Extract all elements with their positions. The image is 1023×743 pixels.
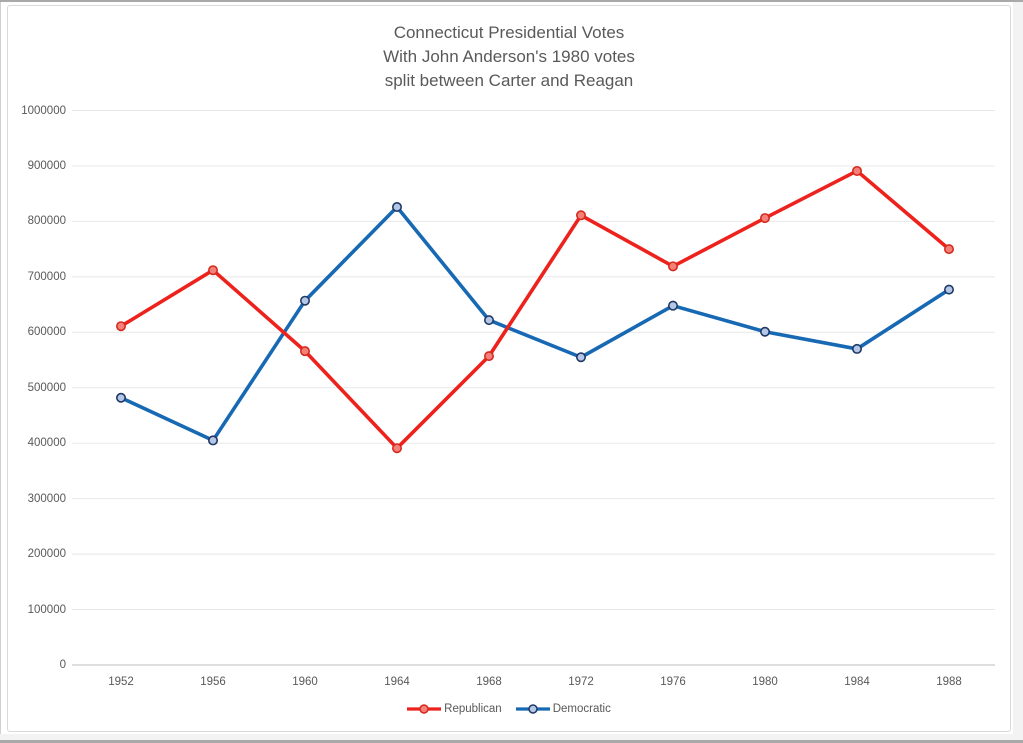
y-tick-label: 300000	[27, 492, 66, 505]
chart-title-line-3: split between Carter and Reagan	[384, 71, 634, 90]
data-point-marker-republican	[575, 210, 586, 221]
y-tick-label: 700000	[27, 270, 66, 283]
y-tick-label: 500000	[27, 381, 66, 394]
legend: Republican Democratic	[7, 703, 1011, 715]
data-point-marker-democratic	[759, 326, 770, 337]
x-tick-label: 1968	[476, 676, 502, 688]
y-tick-label: 200000	[27, 548, 66, 561]
data-point-marker-democratic	[391, 201, 402, 212]
y-tick-label: 1000000	[21, 104, 66, 117]
x-tick-label: 1956	[200, 676, 226, 688]
data-point-marker-republican	[391, 443, 402, 454]
chart-title: Connecticut Presidential Votes With John…	[8, 21, 1010, 93]
x-tick-label: 1980	[752, 676, 778, 688]
data-point-marker-democratic	[575, 352, 586, 363]
data-point-marker-republican	[943, 244, 954, 255]
data-point-marker-republican	[759, 213, 770, 224]
data-point-marker-republican	[208, 265, 219, 276]
series-line-democratic	[119, 205, 951, 443]
data-point-marker-republican	[851, 165, 862, 176]
window-left-edge	[0, 2, 1, 740]
legend-line-marker-icon	[515, 704, 550, 714]
window-bottom-edge	[0, 740, 1023, 743]
x-tick-label: 1976	[660, 676, 686, 688]
data-point-marker-republican	[299, 346, 310, 357]
chart-title-line-1: Connecticut Presidential Votes	[393, 23, 625, 42]
y-tick-label: 900000	[27, 159, 66, 172]
y-tick-label: 400000	[27, 437, 66, 450]
x-tick-label: 1960	[292, 676, 318, 688]
series-line-republican	[119, 169, 951, 450]
data-point-marker-democratic	[943, 284, 954, 295]
data-point-marker-democratic	[483, 315, 494, 326]
legend-item-republican: Republican	[407, 703, 502, 715]
data-point-marker-republican	[116, 321, 127, 332]
x-tick-label: 1952	[108, 676, 134, 688]
data-point-marker-democratic	[299, 295, 310, 306]
y-tick-label: 0	[59, 659, 66, 671]
data-point-marker-republican	[667, 261, 678, 272]
data-point-marker-democratic	[116, 392, 127, 403]
data-point-marker-democratic	[208, 435, 219, 446]
legend-label: Democratic	[552, 703, 611, 715]
page-right-margin	[1013, 2, 1023, 740]
x-tick-label: 1964	[384, 676, 410, 688]
data-point-marker-democratic	[667, 300, 678, 311]
y-tick-label: 600000	[27, 326, 66, 339]
legend-line-marker-icon	[407, 704, 442, 714]
data-point-marker-democratic	[851, 343, 862, 354]
window-top-edge	[0, 0, 1023, 2]
data-point-marker-republican	[483, 351, 494, 362]
x-tick-label: 1984	[844, 676, 870, 688]
legend-label: Republican	[444, 703, 502, 715]
x-tick-label: 1972	[568, 676, 594, 688]
legend-item-democratic: Democratic	[515, 703, 611, 715]
x-tick-label: 1988	[936, 676, 962, 688]
y-tick-label: 800000	[27, 215, 66, 228]
page-bottom-margin	[0, 734, 1023, 740]
chart-card[interactable]: Connecticut Presidential Votes With John…	[7, 5, 1011, 732]
chart-title-line-2: With John Anderson's 1980 votes	[383, 47, 635, 66]
y-tick-label: 100000	[27, 603, 66, 616]
